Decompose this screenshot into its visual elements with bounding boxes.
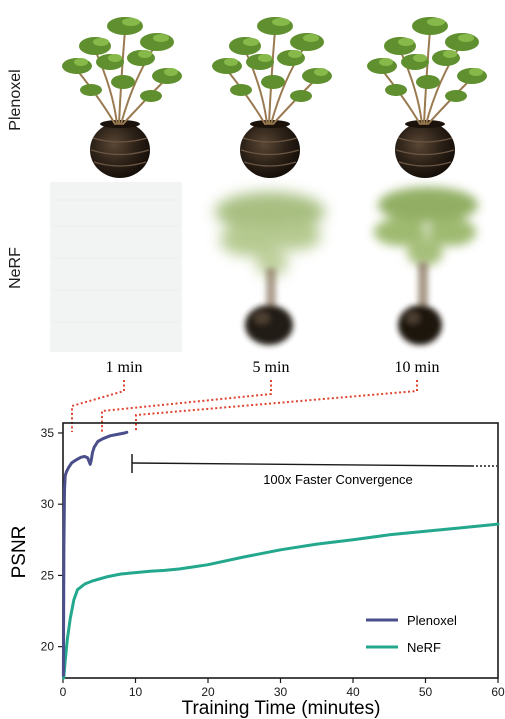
- annotation-line: [131, 462, 475, 467]
- plenoxel-render-1min: [61, 16, 183, 179]
- nerf-render-5min: [215, 192, 325, 345]
- connector-5min: [101, 380, 272, 432]
- plenoxel-render-5min: [211, 16, 333, 179]
- series-line-plenoxel: [61, 430, 129, 677]
- x-tick-label: 50: [419, 685, 433, 699]
- y-tick-label: 35: [41, 426, 55, 440]
- nerf-render-10min: [374, 187, 478, 345]
- y-tick-label: 25: [41, 568, 55, 582]
- convergence-annotation: 100x Faster Convergence: [131, 454, 497, 487]
- time-label-1min: 1 min: [106, 359, 143, 376]
- plenoxel-render-10min: [366, 16, 488, 179]
- x-tick-label: 30: [274, 685, 288, 699]
- time-connectors: [71, 380, 418, 432]
- x-tick-label: 20: [201, 685, 215, 699]
- y-axis-label: PSNR: [9, 526, 30, 579]
- legend: Plenoxel NeRF: [366, 613, 457, 655]
- x-tick-label: 60: [491, 685, 505, 699]
- time-label-5min: 5 min: [253, 359, 290, 376]
- y-tick-label: 30: [41, 497, 55, 511]
- x-tick-label: 0: [60, 685, 67, 699]
- legend-label-plenoxel: Plenoxel: [407, 613, 457, 628]
- annotation-text: 100x Faster Convergence: [263, 472, 413, 487]
- connector-10min: [135, 380, 418, 432]
- psnr-chart: 0 10 20 30 40 50 60 20 25 30 35 PSNR Training Time…: [9, 422, 505, 719]
- time-label-10min: 10 min: [395, 359, 440, 376]
- y-tick-label: 20: [41, 640, 55, 654]
- row-label-plenoxel: Plenoxel: [7, 69, 24, 130]
- row-label-nerf: NeRF: [7, 247, 24, 289]
- legend-label-nerf: NeRF: [407, 640, 441, 655]
- x-tick-label: 40: [346, 685, 360, 699]
- nerf-render-1min: [50, 182, 182, 352]
- x-axis-label: Training Time (minutes): [182, 698, 381, 719]
- x-tick-label: 10: [129, 685, 143, 699]
- series-line-nerf: [62, 522, 500, 680]
- connector-1min: [71, 380, 125, 432]
